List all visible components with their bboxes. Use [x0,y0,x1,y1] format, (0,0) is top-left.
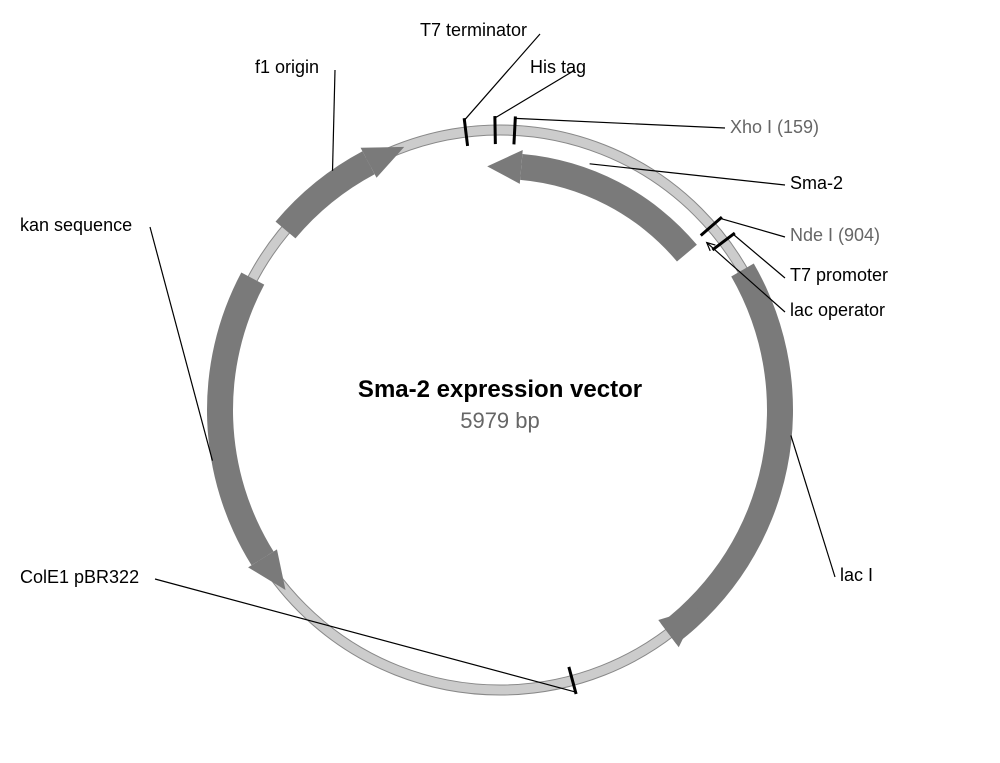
label-f1-origin: f1 origin [255,57,319,78]
label-sma2: Sma-2 [790,173,843,194]
label-xho1: Xho I (159) [730,117,819,138]
label-t7-terminator: T7 terminator [420,20,527,41]
label-t7-promoter: T7 promoter [790,265,888,286]
label-cole1: ColE1 pBR322 [20,567,139,588]
label-lac-operator: lac operator [790,300,885,321]
vector-name: Sma-2 expression vector [358,376,642,404]
center-label: Sma-2 expression vector 5979 bp [358,376,642,434]
label-kan: kan sequence [20,215,132,236]
label-his-tag: His tag [530,57,586,78]
vector-size: 5979 bp [358,408,642,434]
label-lac-i: lac I [840,565,873,586]
label-nde1: Nde I (904) [790,225,880,246]
